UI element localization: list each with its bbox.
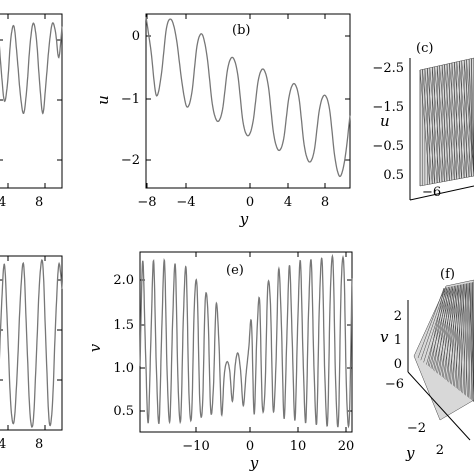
f-surface-mesh-line [468,282,472,398]
f-surface-mesh-line [428,286,451,367]
panel-f-xtick-label: 2 [436,443,444,458]
panel-c-z-axis-label: u [380,112,390,130]
panel-f-ztick-label: 0 [394,357,402,372]
panel-f-z-axis-label: v [380,328,389,346]
panel-e-xtick-label: −10 [182,439,209,454]
f-surface-mesh-line [431,286,452,370]
f-surface-mesh-line [445,284,460,381]
panel-f-xtick-label: −6 [385,377,404,392]
panel-b-ytick-label: 0 [132,29,140,44]
f-surface-mesh-line [442,285,458,378]
panel-c-surface [419,57,474,187]
f-surface-mesh-line [430,287,446,369]
panel-b-xtick-label: 8 [321,195,329,210]
panel-a-series-line [0,22,63,115]
panel-c-ztick-label: −2.5 [372,61,404,76]
panel-b-y-axis-label: u [94,95,112,105]
panel-b-xtick-label: 0 [246,195,254,210]
panel-d-xtick-label-4: 4 [0,437,6,452]
f-surface-mesh-line [437,285,455,374]
f-surface-mesh-line [465,282,470,396]
f-surface-mesh-line [459,283,467,392]
panel-d-axes-frame [0,255,63,431]
f-surface-mesh-line [451,284,463,385]
panel-e-ytick-label: 2.0 [113,273,134,288]
panel-b-xtick-label: 4 [284,195,292,210]
panel-b-axes-frame [145,13,351,189]
panel-c-x-axis-line [409,185,474,201]
panel-a-axes-frame [0,13,63,189]
panel-f-xtick-label: −2 [407,421,426,436]
panel-f-y-axis-label: y [405,444,415,462]
panel-e-x-axis-label: y [249,454,259,472]
panel-e-ytick-label: 1.0 [113,361,134,376]
panel-c-label-box [408,34,460,56]
panel-c-ztick-label: 0.5 [383,168,404,183]
panel-f: (f) v y 2 1 0 −6 −2 2 [380,262,474,462]
f-surface-mesh-line [433,287,448,371]
f-surface-mesh-line [456,283,466,389]
panel-e-panel-label: (e) [226,263,244,278]
panel-b-x-axis-label: y [239,210,249,228]
panel-c: (c) u −2.5 −1.5 −0.5 0.5 −6 [372,34,474,201]
panel-c-xtick-label: −6 [422,185,441,200]
f-surface-mesh-line [440,285,457,376]
c-surface-mesh-line [466,59,474,177]
panel-b-xtick-label: −8 [137,195,156,210]
panel-b-series-line [145,16,351,178]
panel-e: (e) y v −10 0 10 20 2.0 1.5 1.0 0.5 [86,251,355,472]
panel-e-series-line [139,253,353,429]
f-surface-mesh-line [439,286,451,375]
panel-f-label-box [432,262,472,284]
f-surface-mesh-line [436,287,449,373]
panel-f-y-axis-line [407,371,471,441]
panel-f-ztick-label: 1 [394,333,402,348]
f-surface-mesh-line [420,287,446,361]
panel-a-xtick-label-4: 4 [0,195,6,210]
f-surface-mesh-line [427,287,445,366]
f-surface-mesh-line [448,284,461,383]
panel-d-series-line [0,259,63,428]
f-surface-mesh-line [454,284,464,387]
panel-b: (b) y u −8 −4 0 4 8 0 −1 −2 [94,13,351,228]
f-surface-mesh-line [423,287,448,363]
panel-e-ytick-label: 1.5 [113,318,134,333]
panel-e-ytick-label: 0.5 [113,404,134,419]
f-surface-mesh-line [470,282,473,400]
panel-b-panel-label: (b) [232,23,250,38]
panel-c-panel-label: (c) [416,41,433,56]
panel-b-ytick-label: −2 [121,153,140,168]
panel-d-xtick-label-8: 8 [35,437,43,452]
panel-e-y-axis-label: v [86,343,104,352]
panel-e-xtick-label: 0 [246,439,254,454]
f-surface-mesh-line [462,283,469,394]
f-surface-mesh-line [417,287,445,359]
panel-f-surface [413,279,474,421]
panel-a-xtick-label-8: 8 [35,195,43,210]
panel-e-xtick-label: 20 [338,439,355,454]
panel-f-panel-label: (f) [440,267,455,282]
panel-d: 4 8 [0,255,63,452]
f-surface-mesh-line [426,287,449,365]
panel-e-xtick-label: 10 [290,439,307,454]
f-surface-mesh-line [434,286,454,372]
panel-c-ztick-label: −0.5 [372,139,404,154]
panel-f-ztick-label: 2 [394,309,402,324]
panel-a: 4 8 [0,13,63,210]
panel-b-xtick-label: −4 [176,195,195,210]
panel-c-ztick-label: −1.5 [372,100,404,115]
panel-b-ytick-label: −1 [121,92,140,107]
